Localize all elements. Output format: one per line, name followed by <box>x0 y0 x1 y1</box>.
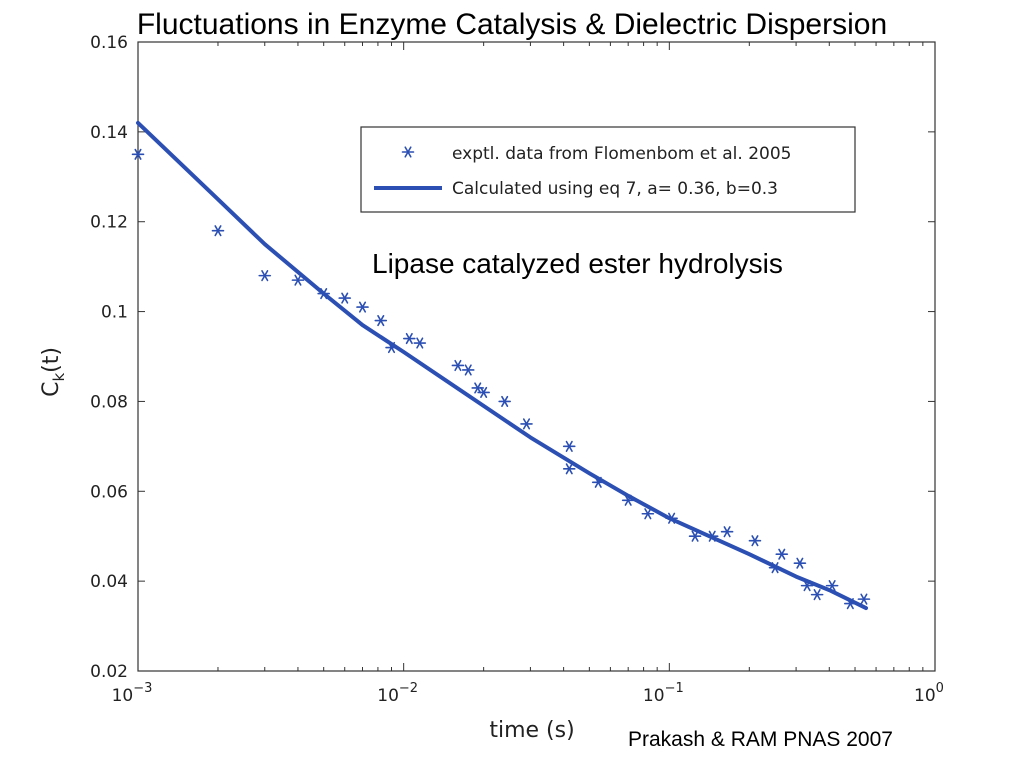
y-axis-label-main: C <box>39 382 64 397</box>
y-tick-label: 0.06 <box>90 482 128 502</box>
data-point <box>317 288 330 300</box>
data-point <box>211 225 225 237</box>
series-layer <box>131 120 871 611</box>
data-point <box>562 463 576 475</box>
data-point <box>720 526 734 538</box>
data-point <box>748 535 762 547</box>
data-point <box>810 589 824 601</box>
x-tick-label-exponent: −1 <box>665 681 684 696</box>
y-tick-label: 0.02 <box>90 662 128 682</box>
axis-ticks <box>137 41 936 672</box>
x-tick-label: 100 <box>914 681 944 706</box>
y-axis-label-suffix: (t) <box>39 347 64 373</box>
data-point <box>498 395 511 407</box>
y-tick-labels: 0.02 0.04 0.06 0.08 0.1 0.12 0.14 0.16 <box>90 33 128 682</box>
legend-asterisk <box>401 146 415 158</box>
data-point <box>641 508 655 520</box>
data-point <box>825 580 839 592</box>
data-point <box>591 476 605 488</box>
data-point <box>402 332 416 345</box>
y-axis-label-subscript: k <box>50 373 68 382</box>
x-tick-label-base: 10 <box>914 686 936 706</box>
x-tick-label-base: 10 <box>112 686 134 706</box>
data-point <box>291 274 305 286</box>
x-tick-label: 10−1 <box>643 681 684 706</box>
x-tick-label-base: 10 <box>377 686 399 706</box>
data-point <box>520 418 533 430</box>
annotation-text: Lipase catalyzed ester hydrolysis <box>372 248 783 279</box>
y-tick-label: 0.16 <box>90 33 128 53</box>
y-tick-label: 0.14 <box>90 123 128 143</box>
data-point <box>338 292 352 304</box>
data-point <box>258 270 272 282</box>
x-tick-label-exponent: 0 <box>936 681 944 696</box>
x-tick-label-base: 10 <box>643 686 665 706</box>
data-point <box>844 598 857 610</box>
legend-box <box>360 126 856 213</box>
x-tick-label: 10−2 <box>377 681 418 706</box>
legend: exptl. data from Flomenbom et al. 2005 C… <box>360 126 856 213</box>
data-point <box>768 562 782 574</box>
data-point <box>793 557 807 569</box>
plot-frame <box>137 41 936 672</box>
data-point <box>857 593 871 605</box>
legend-label-experimental: exptl. data from Flomenbom et al. 2005 <box>452 144 791 164</box>
y-axis-label: Ck(t) <box>39 347 68 397</box>
y-tick-label: 0.12 <box>90 213 128 233</box>
data-point <box>385 341 398 354</box>
data-point <box>477 386 490 399</box>
x-tick-labels: 10−3 10−2 10−1 100 <box>112 681 944 706</box>
legend-asterisk-marker <box>401 146 415 158</box>
slide-title: Fluctuations in Enzyme Catalysis & Diele… <box>136 8 888 41</box>
data-point <box>562 440 576 452</box>
data-point <box>688 530 702 542</box>
x-tick-label: 10−3 <box>112 681 153 706</box>
data-point <box>461 364 475 376</box>
calculated-curve <box>136 120 868 611</box>
y-tick-label: 0.1 <box>101 303 128 323</box>
data-point <box>665 512 678 524</box>
x-axis-label: time (s) <box>489 718 574 743</box>
x-tick-label-exponent: −3 <box>133 681 152 696</box>
data-point <box>356 301 369 313</box>
data-point <box>621 494 635 506</box>
plot-area-border <box>137 41 936 672</box>
data-point <box>131 148 145 160</box>
data-point <box>775 548 789 560</box>
data-point <box>705 530 719 542</box>
data-point <box>800 580 814 592</box>
y-tick-label: 0.04 <box>90 572 128 592</box>
data-point <box>451 359 465 372</box>
data-point <box>374 314 388 327</box>
y-tick-label: 0.08 <box>90 392 128 412</box>
data-point <box>413 337 427 349</box>
x-tick-label-exponent: −2 <box>399 681 418 696</box>
legend-label-calculated: Calculated using eq 7, a= 0.36, b=0.3 <box>452 179 778 199</box>
credit-text: Prakash & RAM PNAS 2007 <box>628 728 893 751</box>
